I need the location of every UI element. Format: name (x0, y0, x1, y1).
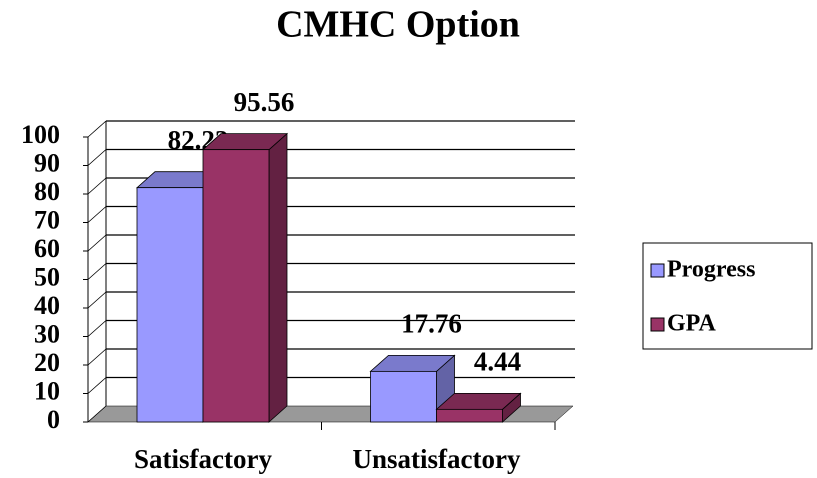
legend-swatch (650, 263, 665, 278)
y-tick-diag (87, 149, 107, 166)
y-tick-label: 60 (34, 234, 60, 263)
y-tick-diag (87, 348, 107, 366)
y-tick-diag (87, 377, 107, 394)
data-label: 95.56 (234, 87, 295, 117)
y-tick-diag (87, 263, 107, 280)
y-tick-label: 80 (34, 177, 60, 206)
legend-label: Progress (667, 257, 755, 283)
bar (136, 187, 204, 423)
legend-swatch (650, 317, 665, 332)
data-label: 17.76 (401, 309, 462, 339)
x-tick-label: Unsatisfactory (353, 444, 521, 474)
y-tick-diag (87, 177, 107, 195)
bar (370, 370, 437, 423)
y-tick-label: 0 (47, 405, 60, 434)
bar (436, 408, 503, 423)
y-tick-diag (87, 234, 107, 252)
x-tick-label: Satisfactory (134, 444, 272, 474)
y-tick-label: 20 (34, 348, 60, 377)
y-tick-label: 100 (21, 120, 60, 149)
bar-side (268, 132, 288, 423)
y-tick-label: 10 (34, 376, 60, 405)
legend-label: GPA (667, 311, 717, 337)
chart-title: CMHC Option (276, 4, 520, 46)
data-label: 4.44 (474, 347, 521, 377)
y-tick-label: 30 (34, 319, 60, 348)
legend-box (642, 242, 813, 350)
y-tick-diag (87, 405, 107, 423)
y-tick-label: 40 (34, 291, 60, 320)
y-tick-label: 50 (34, 262, 60, 291)
y-tick-label: 90 (34, 148, 60, 177)
y-tick-diag (87, 120, 107, 138)
y-tick-label: 70 (34, 205, 60, 234)
y-tick-diag (87, 206, 107, 223)
y-tick-diag (87, 320, 107, 337)
y-tick-diag (87, 291, 107, 309)
bar (202, 149, 270, 423)
